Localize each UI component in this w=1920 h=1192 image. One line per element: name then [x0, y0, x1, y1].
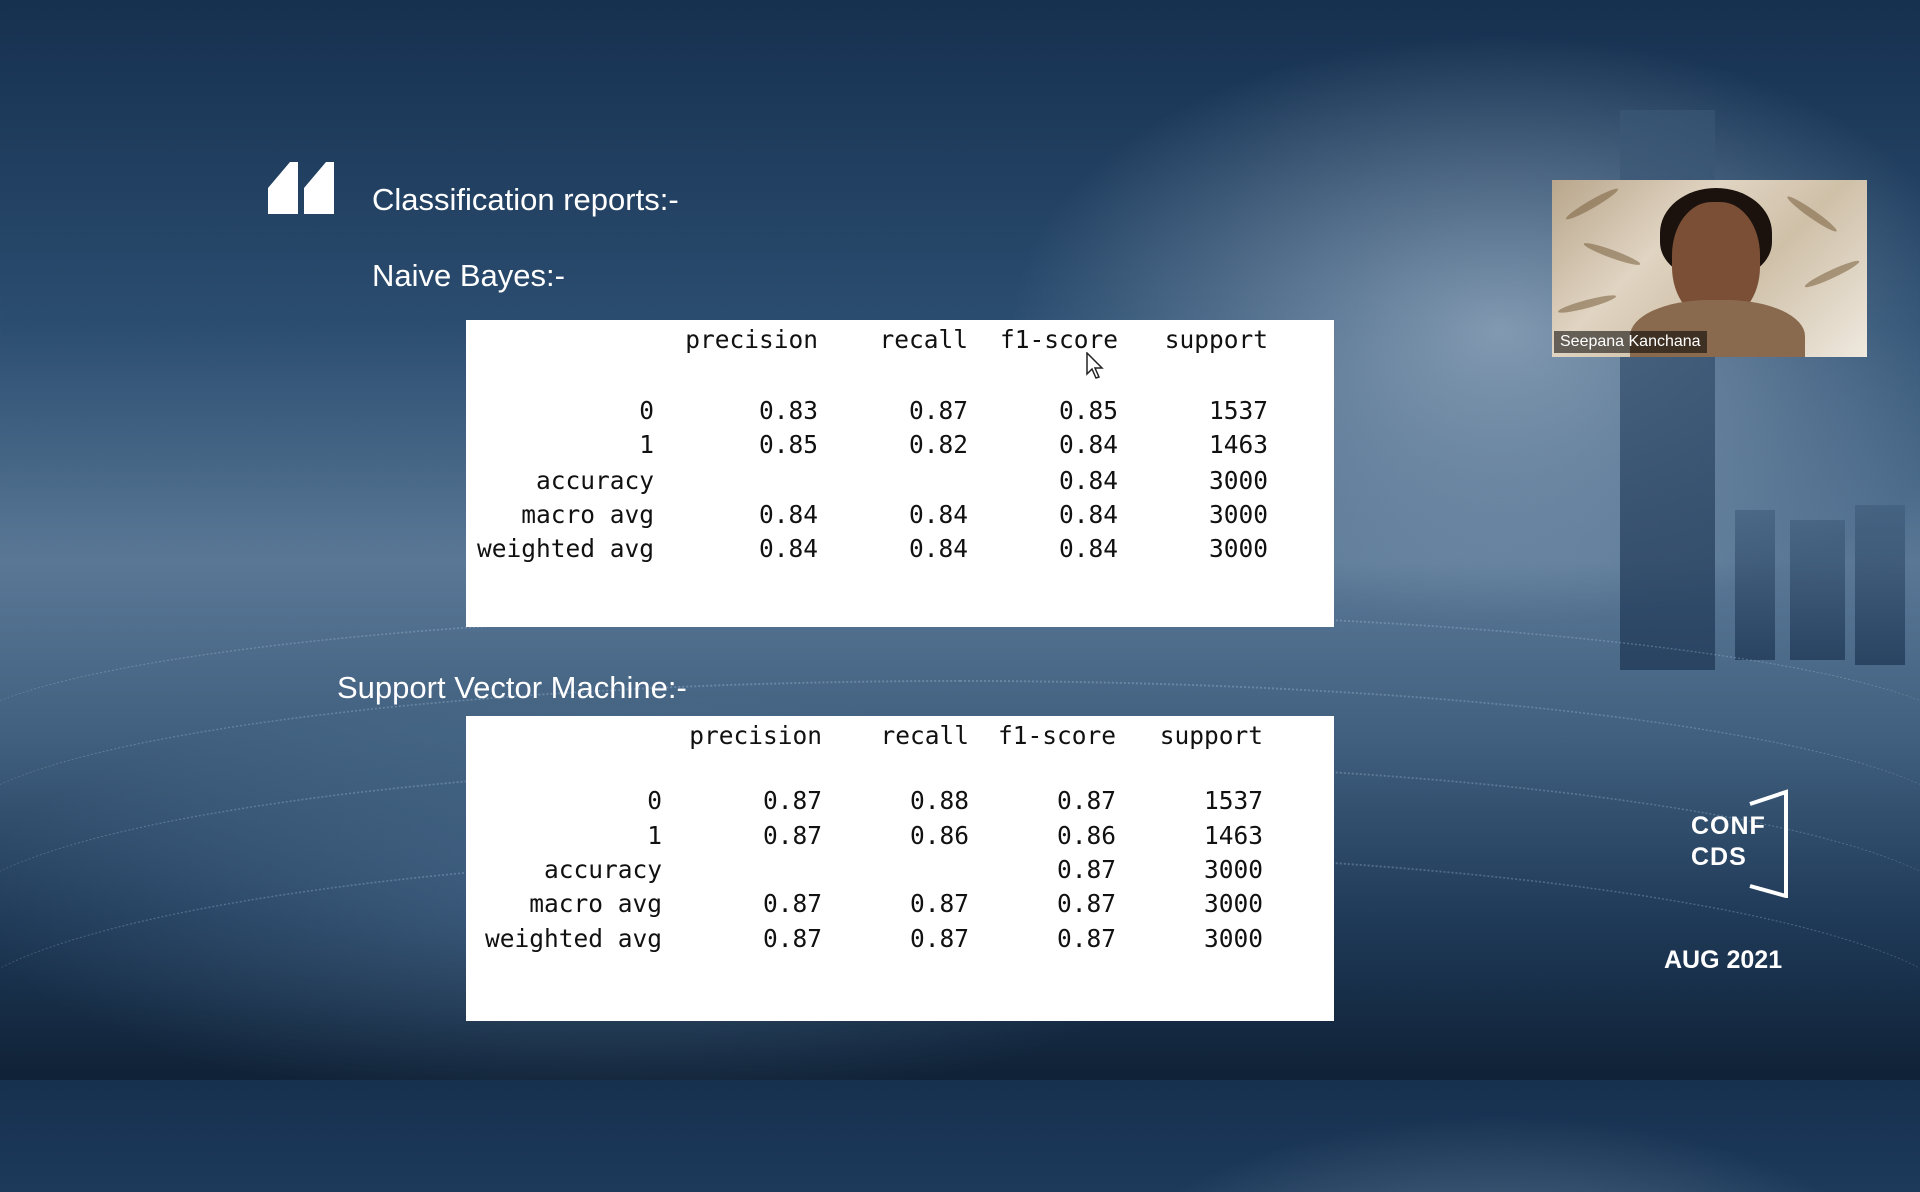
report-header-cell: precision: [689, 721, 822, 750]
report-header-cell: f1-score: [999, 325, 1118, 354]
report-value-cell: 1463: [1203, 821, 1263, 850]
report-header-cell: support: [1164, 325, 1268, 354]
report-row-label: accuracy: [543, 855, 662, 884]
curtain-pattern: [1785, 193, 1839, 235]
naive-bayes-label: Naive Bayes:-: [372, 258, 565, 293]
report-value-cell: 0.84: [758, 500, 818, 529]
report-row-label: weighted avg: [476, 534, 654, 563]
report-header-cell: support: [1159, 721, 1263, 750]
participant-name-label: Seepana Kanchana: [1554, 331, 1707, 353]
report-value-cell: 1537: [1203, 786, 1263, 815]
report-value-cell: 0.84: [1058, 534, 1118, 563]
background-wave: [0, 680, 1920, 982]
logo-line-cds: CDS: [1691, 843, 1747, 871]
report-value-cell: 3000: [1203, 924, 1263, 953]
report-value-cell: 0.87: [1056, 786, 1116, 815]
slide-heading: Classification reports:-: [372, 182, 679, 217]
report-row-label: macro avg: [529, 889, 662, 918]
report-value-cell: 1463: [1208, 430, 1268, 459]
curtain-pattern: [1803, 257, 1861, 291]
report-value-cell: 0.87: [762, 889, 822, 918]
report-value-cell: 0.87: [1056, 855, 1116, 884]
report-value-cell: 0.82: [908, 430, 968, 459]
quote-icon: [268, 162, 334, 214]
report-value-cell: 0.84: [1058, 500, 1118, 529]
report-value-cell: 0.86: [909, 821, 969, 850]
report-value-cell: 0.87: [908, 396, 968, 425]
participant-video[interactable]: Seepana Kanchana: [1552, 180, 1867, 357]
report-value-cell: 0.87: [909, 924, 969, 953]
report-value-cell: 3000: [1208, 500, 1268, 529]
report-header-cell: f1-score: [997, 721, 1116, 750]
report-value-cell: 0.86: [1056, 821, 1116, 850]
report-value-cell: 3000: [1203, 889, 1263, 918]
report-row-label: 1: [647, 821, 662, 850]
report-value-cell: 3000: [1208, 466, 1268, 495]
background-tower: [1735, 510, 1775, 660]
report-row-label: 1: [639, 430, 654, 459]
report-row-label: accuracy: [535, 466, 654, 495]
report-value-cell: 0.87: [909, 889, 969, 918]
report-value-cell: 1537: [1208, 396, 1268, 425]
report-value-cell: 3000: [1208, 534, 1268, 563]
curtain-pattern: [1582, 239, 1642, 269]
svm-report: precision recall f1-score support 0 0.87 0.88 0…: [466, 716, 1334, 1021]
curtain-pattern: [1564, 185, 1620, 223]
report-value-cell: 3000: [1203, 855, 1263, 884]
report-value-cell: 0.84: [908, 500, 968, 529]
report-value-cell: 0.88: [909, 786, 969, 815]
report-row-label: macro avg: [521, 500, 654, 529]
report-value-cell: 0.87: [762, 786, 822, 815]
report-value-cell: 0.84: [1058, 430, 1118, 459]
naive-bayes-report: precision recall f1-score support 0 0.83 0.87 0…: [466, 320, 1334, 627]
logo-line-conf: CONF: [1691, 812, 1766, 840]
report-value-cell: 0.85: [1058, 396, 1118, 425]
report-value-cell: 0.84: [1058, 466, 1118, 495]
event-date: AUG 2021: [1664, 946, 1783, 974]
report-value-cell: 0.87: [762, 924, 822, 953]
report-value-cell: 0.87: [762, 821, 822, 850]
report-value-cell: 0.85: [758, 430, 818, 459]
conf-logo-bracket-icon: [1749, 789, 1788, 898]
report-value-cell: 0.83: [758, 396, 818, 425]
report-header-cell: recall: [879, 325, 968, 354]
report-row-label: 0: [647, 786, 662, 815]
report-value-cell: 0.87: [1056, 924, 1116, 953]
svm-label: Support Vector Machine:-: [337, 670, 687, 705]
report-header-cell: precision: [685, 325, 818, 354]
background-tower: [1855, 505, 1905, 665]
report-value-cell: 0.87: [1056, 889, 1116, 918]
report-value-cell: 0.84: [908, 534, 968, 563]
background-tower: [1790, 520, 1845, 660]
report-row-label: weighted avg: [484, 924, 662, 953]
report-value-cell: 0.84: [758, 534, 818, 563]
report-row-label: 0: [639, 396, 654, 425]
curtain-pattern: [1556, 292, 1618, 316]
report-header-cell: recall: [880, 721, 969, 750]
mouse-cursor-icon: [1086, 352, 1104, 379]
